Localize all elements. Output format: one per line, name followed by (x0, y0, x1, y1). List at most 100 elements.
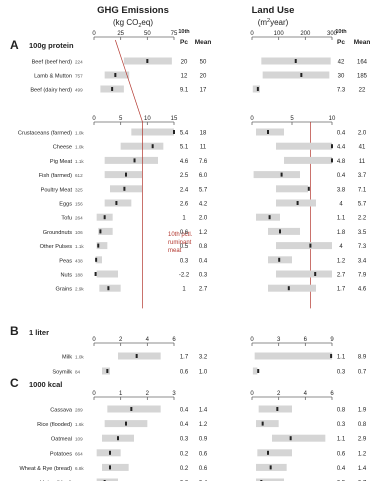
land-pc10-value: 4 (339, 244, 343, 250)
land-pc10-value: 0.4 (337, 173, 346, 179)
land-tick-label: 300 (327, 31, 338, 37)
panel-letter-a: A (10, 38, 19, 52)
land-mean-value: 0.8 (358, 422, 367, 428)
ghg-tick-label: 4 (146, 337, 150, 343)
ghg-pc10-value: 1 (182, 216, 186, 222)
land-mean-value: 7.1 (358, 187, 367, 193)
land-mean-marker (331, 144, 333, 149)
ghg-range-bar (107, 405, 161, 413)
land-range-bar (276, 185, 308, 193)
land-range-bar (253, 171, 300, 179)
land-pc10-value: 3.8 (337, 187, 346, 193)
land-mean-marker (278, 257, 281, 262)
land-mean-marker (287, 286, 290, 291)
panel-letter-b: B (10, 324, 19, 338)
land-tick-label: 4 (304, 391, 308, 397)
land-mean-marker (276, 407, 279, 411)
land-tick-label: 0 (250, 31, 254, 37)
land-mean-value: 3.5 (358, 230, 367, 236)
land-mean-header: Mean (354, 39, 371, 46)
ghg-mean-marker (173, 130, 175, 134)
land-pc10-value: 4 (339, 202, 343, 208)
ghg-mean-marker (117, 436, 119, 441)
ghg-mean-marker (109, 450, 111, 455)
row-label-1-4: Poultry Meat (41, 187, 73, 193)
land-mean-value: 22 (359, 88, 366, 94)
land-pc10-value: 7.3 (337, 88, 346, 94)
land-mean-marker (268, 215, 271, 220)
land-range-bar (257, 449, 292, 457)
ghg-mean-marker (135, 354, 138, 358)
ghg-pc10-value: 12 (181, 74, 188, 80)
land-pc10-value: 4.4 (337, 145, 346, 151)
ghg-pc10-value: 0.3 (180, 437, 189, 443)
ghg-range-bar (96, 449, 121, 457)
ghg-mean-marker (115, 201, 118, 205)
ghg-range-bar (131, 128, 174, 136)
panel-title-b: 1 liter (29, 328, 49, 337)
land-mean-value: 185 (357, 74, 368, 80)
ghg-mean-value: 1.2 (199, 230, 208, 236)
ghg-pc10-value: 0.6 (180, 370, 189, 376)
ghg-mean-value: 2.0 (199, 216, 208, 222)
row-label-1-8: Other Pulses (40, 244, 73, 250)
land-mean-value: 1.4 (358, 466, 367, 472)
row-count-1-9: 438 (75, 258, 83, 263)
ghg-mean-marker (146, 59, 149, 63)
land-tick-label: 6 (330, 391, 334, 397)
row-count-1-1: 1.0k (75, 145, 84, 150)
ghg-mean-value: 0.6 (199, 451, 208, 457)
land-pc10-value: 1.7 (337, 287, 346, 293)
annotation-line-3: meat (168, 248, 182, 254)
ghg-mean-value: 17 (200, 88, 207, 94)
row-count-1-8: 1.1k (75, 244, 84, 249)
row-count-1-7: 106 (75, 230, 83, 235)
land-tick-label: 0 (250, 391, 254, 397)
ghg-mean-value: 6.0 (199, 173, 208, 179)
ghg-range-bar (96, 478, 118, 481)
land-pc10-value: 1.8 (337, 230, 346, 236)
land-tick-label: 0 (250, 337, 254, 343)
land-mean-marker (256, 87, 259, 91)
land-pc10-value: 0.4 (337, 466, 346, 472)
ghg-range-bar (104, 171, 142, 179)
row-label-3-1: Rice (flooded) (37, 422, 72, 428)
land-tick-label: 200 (300, 31, 311, 37)
row-count-3-4: 6.8k (75, 466, 84, 471)
land-tick-label: 6 (304, 337, 308, 343)
land-mean-value: 0.7 (358, 370, 367, 376)
land-mean-marker (307, 186, 310, 191)
land-mean-marker (314, 272, 317, 276)
ghg-range-bar (102, 463, 129, 471)
ghg-mean-marker (97, 243, 100, 248)
row-count-0-1: 757 (75, 74, 83, 79)
ghg-pc10-value: 2.4 (180, 187, 189, 193)
land-tick-label: 0 (250, 116, 254, 122)
land-pc10-value: 1.1 (337, 437, 346, 443)
land-mean-value: 3.7 (358, 173, 367, 179)
row-label-1-2: Pig Meat (50, 159, 73, 165)
row-count-1-2: 1.1k (75, 159, 84, 164)
land-pc-header: Pc (337, 39, 345, 46)
ghg-tick-label: 0 (92, 337, 96, 343)
ghg-pc10-value: 9.1 (180, 88, 189, 94)
ghg-mean-marker (103, 215, 106, 220)
ghg-mean-value: 0.9 (199, 437, 208, 443)
land-range-bar (276, 142, 332, 150)
land-range-bar (268, 227, 300, 235)
land-mean-marker (267, 450, 269, 455)
land-range-bar (252, 367, 258, 375)
land-pc10-value: 4.8 (337, 159, 346, 165)
ghg-pc-header: Pc (180, 39, 188, 46)
land-tick-label: 100 (274, 31, 285, 37)
row-count-0-0: 224 (75, 60, 83, 65)
ghg-mean-value: 11 (200, 145, 207, 151)
annotation-line-1: 10th pctl. (168, 232, 193, 238)
ghg-pc10-value: 5.1 (180, 145, 189, 151)
ghg-mean-marker (94, 272, 97, 276)
ghg-mean-value: 1.2 (199, 422, 208, 428)
row-label-3-0: Cassava (50, 408, 73, 414)
land-range-bar (268, 284, 316, 292)
ghg-tick-label: 0 (92, 391, 96, 397)
